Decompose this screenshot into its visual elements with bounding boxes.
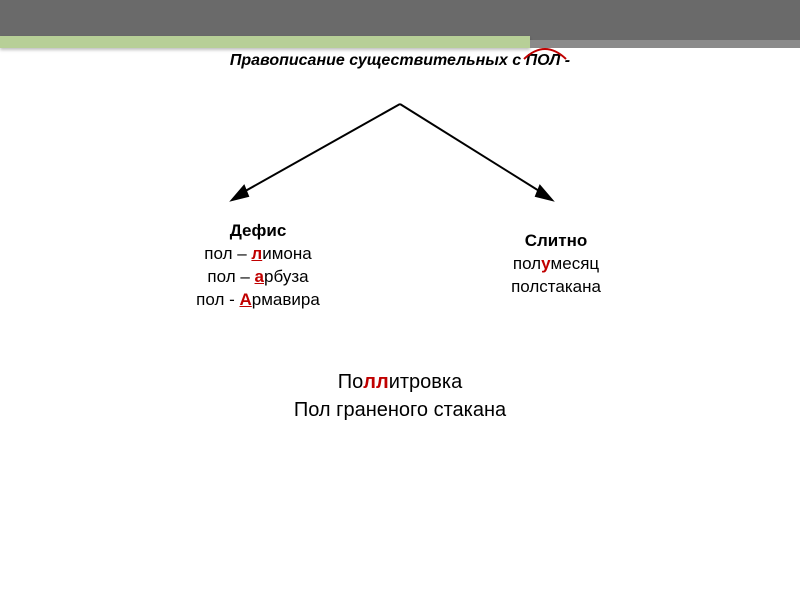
- left-line-1: пол – лимона: [158, 243, 358, 266]
- left-line-2: пол – арбуза: [158, 266, 358, 289]
- top-bar: [0, 0, 800, 48]
- title-struck-text: ПОЛ: [526, 52, 561, 69]
- left-line-3-pre: пол -: [196, 290, 239, 309]
- arrow-left-head-icon: [232, 186, 248, 200]
- left-line-1-pre: пол –: [204, 244, 251, 263]
- left-line-1-hl: л: [251, 244, 262, 263]
- left-line-3-post: рмавира: [252, 290, 320, 309]
- right-line-2-text: полстакана: [511, 277, 601, 296]
- bottom-line-1-post: итровка: [389, 371, 463, 393]
- left-branch-group: Дефис пол – лимона пол – арбуза пол - Ар…: [158, 220, 358, 312]
- right-line-1-pre: пол: [513, 254, 541, 273]
- branch-arrows: [0, 74, 800, 214]
- bottom-line-2: Пол граненого стакана: [0, 396, 800, 424]
- slide-title: Правописание существительных с ПОЛ -: [0, 52, 800, 70]
- left-line-2-hl: а: [255, 267, 264, 286]
- arrow-left-line: [240, 104, 400, 194]
- left-heading: Дефис: [158, 220, 358, 243]
- left-line-3: пол - Армавира: [158, 289, 358, 312]
- bottom-line-1: Поллитровка: [0, 368, 800, 396]
- bottom-line-1-pre: По: [338, 371, 364, 393]
- slide-stage: Правописание существительных с ПОЛ - Деф…: [0, 48, 800, 600]
- left-line-2-pre: пол –: [207, 267, 254, 286]
- title-prefix: Правописание существительных с: [230, 52, 526, 69]
- right-branch-group: Слитно полумесяц полстакана: [456, 230, 656, 299]
- right-line-1: полумесяц: [456, 253, 656, 276]
- arrow-right-head-icon: [536, 186, 552, 200]
- right-line-2: полстакана: [456, 276, 656, 299]
- left-line-1-post: имона: [262, 244, 311, 263]
- green-accent-bar: [0, 36, 530, 48]
- bottom-examples: Поллитровка Пол граненого стакана: [0, 368, 800, 424]
- right-heading: Слитно: [456, 230, 656, 253]
- gray-accent-bar: [530, 40, 800, 48]
- bottom-line-1-hl: лл: [363, 371, 388, 393]
- left-line-3-hl: А: [240, 290, 252, 309]
- title-struck-word: ПОЛ: [526, 52, 561, 70]
- title-suffix: -: [560, 52, 570, 69]
- right-line-1-post: месяц: [551, 254, 600, 273]
- arrow-right-line: [400, 104, 544, 194]
- left-line-2-post: рбуза: [264, 267, 309, 286]
- right-line-1-hl: у: [541, 254, 550, 273]
